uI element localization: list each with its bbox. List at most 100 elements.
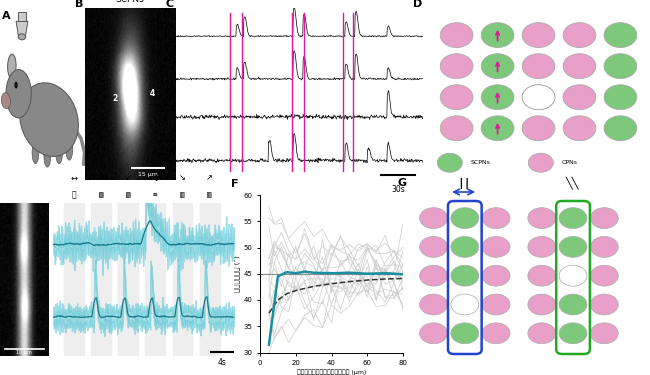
Circle shape	[451, 237, 479, 257]
Circle shape	[482, 208, 510, 228]
Circle shape	[604, 22, 637, 48]
Circle shape	[590, 265, 618, 286]
Circle shape	[420, 208, 447, 228]
Text: A: A	[2, 11, 10, 21]
Text: B: B	[75, 0, 84, 9]
Circle shape	[481, 116, 514, 141]
Circle shape	[451, 265, 479, 286]
Circle shape	[522, 85, 555, 109]
Text: ↔: ↔	[71, 174, 77, 183]
Ellipse shape	[18, 34, 26, 40]
Circle shape	[437, 153, 462, 172]
Text: 細胞 3: 細胞 3	[158, 104, 173, 111]
Text: ▥: ▥	[180, 190, 185, 200]
Circle shape	[481, 85, 514, 109]
Circle shape	[482, 265, 510, 286]
Text: ↗: ↗	[98, 174, 105, 183]
Text: 15 μm: 15 μm	[138, 171, 158, 177]
Text: 4: 4	[150, 89, 155, 98]
Circle shape	[14, 82, 18, 88]
Text: 1: 1	[129, 67, 135, 76]
Circle shape	[420, 265, 447, 286]
Circle shape	[482, 237, 510, 257]
Circle shape	[563, 54, 596, 79]
X-axis label: 脳表に平行な方向の細胞間距離 (μm): 脳表に平行な方向の細胞間距離 (μm)	[297, 369, 366, 375]
Text: SCPNs: SCPNs	[116, 0, 144, 4]
Text: 10 μm: 10 μm	[16, 350, 32, 355]
Circle shape	[604, 54, 637, 79]
Text: ▧: ▧	[99, 190, 103, 200]
Circle shape	[482, 294, 510, 315]
Circle shape	[440, 85, 473, 109]
Text: ≡: ≡	[153, 190, 158, 200]
Circle shape	[590, 323, 618, 344]
Circle shape	[528, 265, 556, 286]
Circle shape	[563, 85, 596, 109]
Y-axis label: 最適方位の差 (°): 最適方位の差 (°)	[233, 255, 240, 292]
Circle shape	[481, 22, 514, 48]
Circle shape	[590, 294, 618, 315]
Ellipse shape	[32, 141, 39, 164]
Bar	[64, 202, 84, 356]
Circle shape	[559, 265, 587, 286]
Ellipse shape	[56, 141, 62, 164]
Circle shape	[420, 294, 447, 315]
Text: 30s: 30s	[391, 185, 405, 194]
Text: ╲╲: ╲╲	[565, 177, 578, 189]
Circle shape	[563, 22, 596, 48]
Bar	[172, 202, 192, 356]
Text: G: G	[398, 178, 407, 189]
Text: ▥: ▥	[207, 190, 212, 200]
Bar	[146, 202, 165, 356]
Bar	[18, 12, 26, 21]
Text: C: C	[166, 0, 174, 9]
Circle shape	[559, 208, 587, 228]
Text: 細胞 2: 細胞 2	[158, 64, 173, 71]
Ellipse shape	[20, 83, 79, 156]
Circle shape	[522, 54, 555, 79]
Text: 2: 2	[112, 94, 117, 104]
Bar	[200, 202, 220, 356]
Circle shape	[522, 85, 555, 109]
Circle shape	[482, 323, 510, 344]
Text: ↘: ↘	[179, 174, 186, 183]
Circle shape	[481, 54, 514, 79]
Circle shape	[451, 294, 479, 315]
Ellipse shape	[1, 93, 10, 108]
Text: ↗: ↗	[206, 174, 213, 183]
Ellipse shape	[66, 138, 73, 160]
Ellipse shape	[44, 145, 51, 167]
Circle shape	[528, 237, 556, 257]
Text: D: D	[413, 0, 423, 9]
Text: Ⅲ: Ⅲ	[72, 190, 77, 200]
Text: ||: ||	[457, 178, 471, 189]
Text: SCPNs: SCPNs	[470, 160, 490, 165]
Text: 4s: 4s	[218, 358, 227, 367]
Text: 細胞 4: 細胞 4	[158, 147, 173, 154]
Text: 3: 3	[129, 110, 135, 119]
Ellipse shape	[8, 54, 16, 78]
Text: ↕: ↕	[152, 174, 159, 183]
Text: ↙: ↙	[125, 174, 132, 183]
Text: CPNs: CPNs	[561, 160, 577, 165]
Circle shape	[420, 323, 447, 344]
Ellipse shape	[6, 70, 31, 118]
Text: 細胞 1: 細胞 1	[158, 21, 173, 28]
Bar	[118, 202, 138, 356]
Circle shape	[604, 116, 637, 141]
Circle shape	[440, 116, 473, 141]
Circle shape	[420, 237, 447, 257]
Circle shape	[528, 294, 556, 315]
Circle shape	[451, 208, 479, 228]
Circle shape	[440, 54, 473, 79]
Circle shape	[604, 85, 637, 109]
Circle shape	[559, 237, 587, 257]
Circle shape	[440, 22, 473, 48]
Bar	[91, 202, 111, 356]
Circle shape	[528, 208, 556, 228]
Circle shape	[528, 153, 553, 172]
Circle shape	[559, 323, 587, 344]
Circle shape	[590, 237, 618, 257]
Circle shape	[451, 323, 479, 344]
Circle shape	[522, 22, 555, 48]
